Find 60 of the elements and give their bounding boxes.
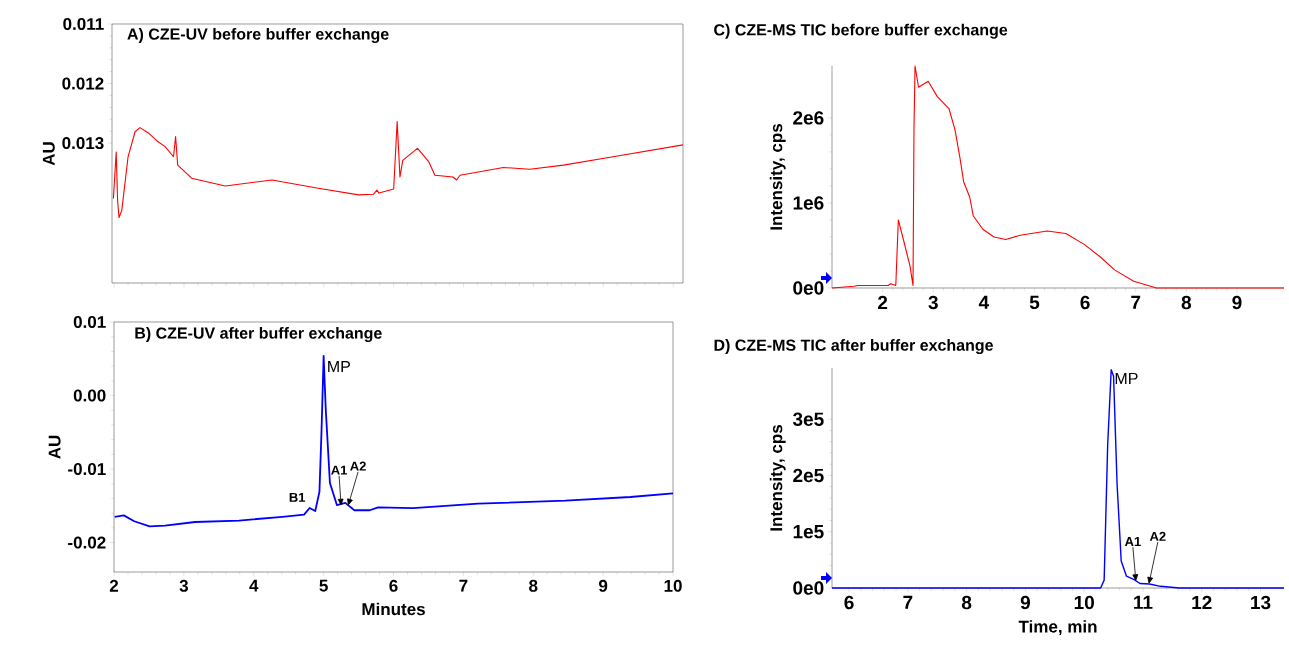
x-axis-title: Minutes (362, 602, 425, 616)
y-tick-label: 0.013 (62, 137, 104, 150)
annotation: MP (1115, 372, 1138, 384)
y-tick-label: 0.012 (62, 77, 104, 90)
annotation: B1 (289, 492, 306, 502)
x-tick-label: 7 (1131, 295, 1141, 309)
annotation: MP (328, 361, 350, 373)
x-tick-label: 6 (1080, 295, 1090, 310)
x-tick-label: 9 (1020, 595, 1030, 610)
line-series (831, 368, 1285, 589)
chart-title: B) CZE-UV after buffer exchange (135, 327, 382, 343)
y-tick-label: 1e5 (793, 525, 824, 539)
annotation: A1 (1124, 537, 1141, 547)
y-axis-title: Intensity, cps (769, 124, 786, 230)
x-tick-label: 13 (1251, 595, 1271, 610)
x-tick-label: 6 (844, 595, 854, 610)
x-tick-label: 6 (389, 579, 398, 592)
y-axis-title: Intensity, cps (769, 425, 786, 531)
x-tick-label: 9 (599, 579, 608, 592)
chart-title: A) CZE-UV before buffer exchange (127, 28, 389, 43)
x-tick-label: 5 (1029, 295, 1040, 310)
x-tick-label: 8 (961, 595, 972, 610)
x-tick-label: 2 (109, 579, 119, 592)
chart-title: D) CZE-MS TIC after buffer exchange (714, 339, 993, 355)
y-tick-label: 0e0 (793, 581, 824, 595)
y-tick-label: 2e6 (793, 111, 824, 125)
y-axis-title: AU (48, 435, 61, 459)
y-tick-label: 0.00 (73, 389, 106, 402)
y-tick-label: 0e0 (793, 281, 824, 295)
y-tick-label: -0.01 (68, 463, 106, 476)
x-tick-label: 11 (1134, 595, 1153, 609)
x-tick-label: 7 (459, 579, 468, 592)
y-tick-label: -0.02 (68, 536, 106, 549)
x-tick-label: 8 (1181, 295, 1192, 310)
annotation: A1 (331, 465, 348, 475)
line-series (831, 65, 1285, 289)
annotation: A2 (1149, 531, 1166, 541)
y-axis-title: AU (42, 142, 55, 166)
x-tick-label: 3 (179, 579, 188, 592)
x-tick-label: 4 (978, 295, 990, 309)
line-series (113, 354, 674, 528)
y-tick-label: 0.01 (73, 315, 106, 329)
chart-title: C) CZE-MS TIC before buffer exchange (714, 23, 1008, 39)
y-tick-label: 2e5 (793, 468, 824, 483)
x-tick-label: 5 (319, 579, 328, 592)
x-tick-label: 10 (664, 579, 682, 592)
x-tick-label: 12 (1192, 595, 1212, 610)
y-tick-label: 3e5 (792, 412, 824, 426)
x-tick-label: 8 (529, 579, 538, 592)
x-tick-label: 2 (878, 295, 888, 310)
line-series (112, 121, 684, 219)
x-tick-label: 4 (249, 579, 259, 592)
x-tick-label: 7 (903, 595, 913, 609)
y-tick-label: 1e6 (793, 196, 824, 210)
x-tick-label: 9 (1232, 295, 1242, 310)
x-tick-label: 10 (1074, 595, 1094, 610)
x-axis-title: Time, min (1018, 620, 1097, 636)
annotation: A2 (350, 461, 366, 471)
y-tick-label: 0.011 (63, 17, 104, 31)
x-tick-label: 3 (928, 295, 938, 310)
